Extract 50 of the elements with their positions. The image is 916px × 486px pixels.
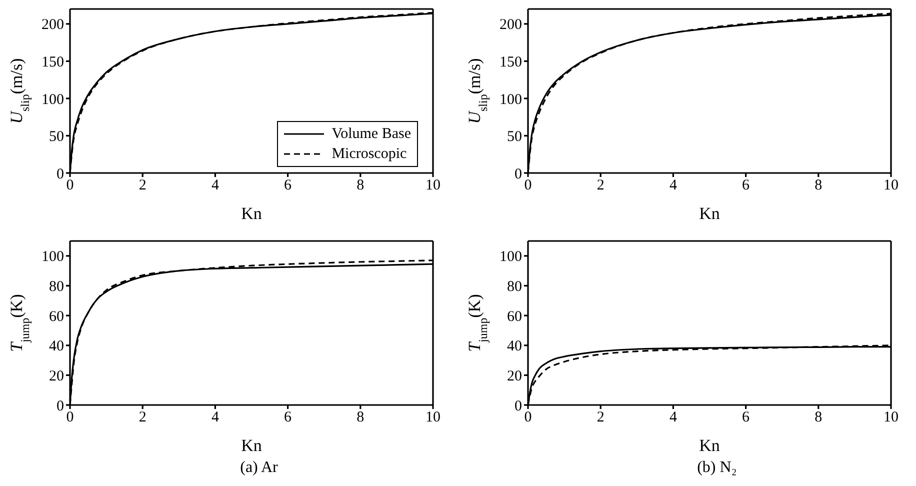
y-tick-label: 0 [56,398,64,414]
y-tick-label: 40 [507,338,522,355]
x-tick-label: 10 [426,178,440,194]
y-tick-label: 0 [56,166,64,182]
x-tick-label: 6 [284,410,292,426]
x-tick-label: 4 [669,410,678,426]
x-tick-label: 8 [356,410,364,426]
y-tick-label: 80 [507,279,522,296]
legend-label: Microscopic [332,145,407,164]
y-tick-label: 50 [507,129,522,146]
x-tick-label: 4 [211,178,220,194]
y-tick-label: 100 [42,249,64,266]
x-tick-label: 6 [742,178,750,194]
y-tick-label: 200 [42,17,64,34]
y-tick-label: 150 [42,54,64,71]
x-tick-label: 10 [884,410,898,426]
x-tick-label: 6 [284,178,292,194]
y-tick-label: 20 [507,368,522,385]
y-tick-label: 100 [500,249,522,266]
x-axis-title: Kn [699,204,720,223]
x-tick-label: 6 [742,410,750,426]
x-tick-label: 8 [356,178,364,194]
legend-label: Volume Base [332,125,411,144]
x-tick-label: 4 [669,178,678,194]
y-tick-label: 40 [49,338,64,355]
x-tick-label: 2 [138,178,146,194]
x-tick-label: 2 [138,410,146,426]
y-tick-label: 60 [507,308,522,325]
y-tick-label: 200 [500,17,522,34]
y-tick-label: 0 [514,166,522,182]
y-tick-label: 0 [514,398,522,414]
x-tick-label: 4 [211,410,220,426]
x-tick-label: 8 [814,178,822,194]
y-tick-label: 20 [49,368,64,385]
text: (a) Ar [239,459,279,477]
y-tick-label: 80 [49,279,64,296]
x-tick-label: 8 [814,410,822,426]
y-tick-label: 100 [42,92,64,108]
x-axis-title: Kn [241,204,262,223]
x-axis-title: Kn [241,436,262,455]
x-axis-title: Kn [699,436,720,455]
y-tick-label: 100 [500,92,522,108]
text: (b) N₂ [696,459,738,477]
y-tick-label: 50 [49,129,64,146]
x-tick-label: 10 [426,410,440,426]
y-tick-label: 60 [49,308,64,325]
x-tick-label: 2 [596,178,604,194]
x-tick-label: 2 [596,410,604,426]
y-tick-label: 150 [500,54,522,71]
x-tick-label: 10 [884,178,898,194]
